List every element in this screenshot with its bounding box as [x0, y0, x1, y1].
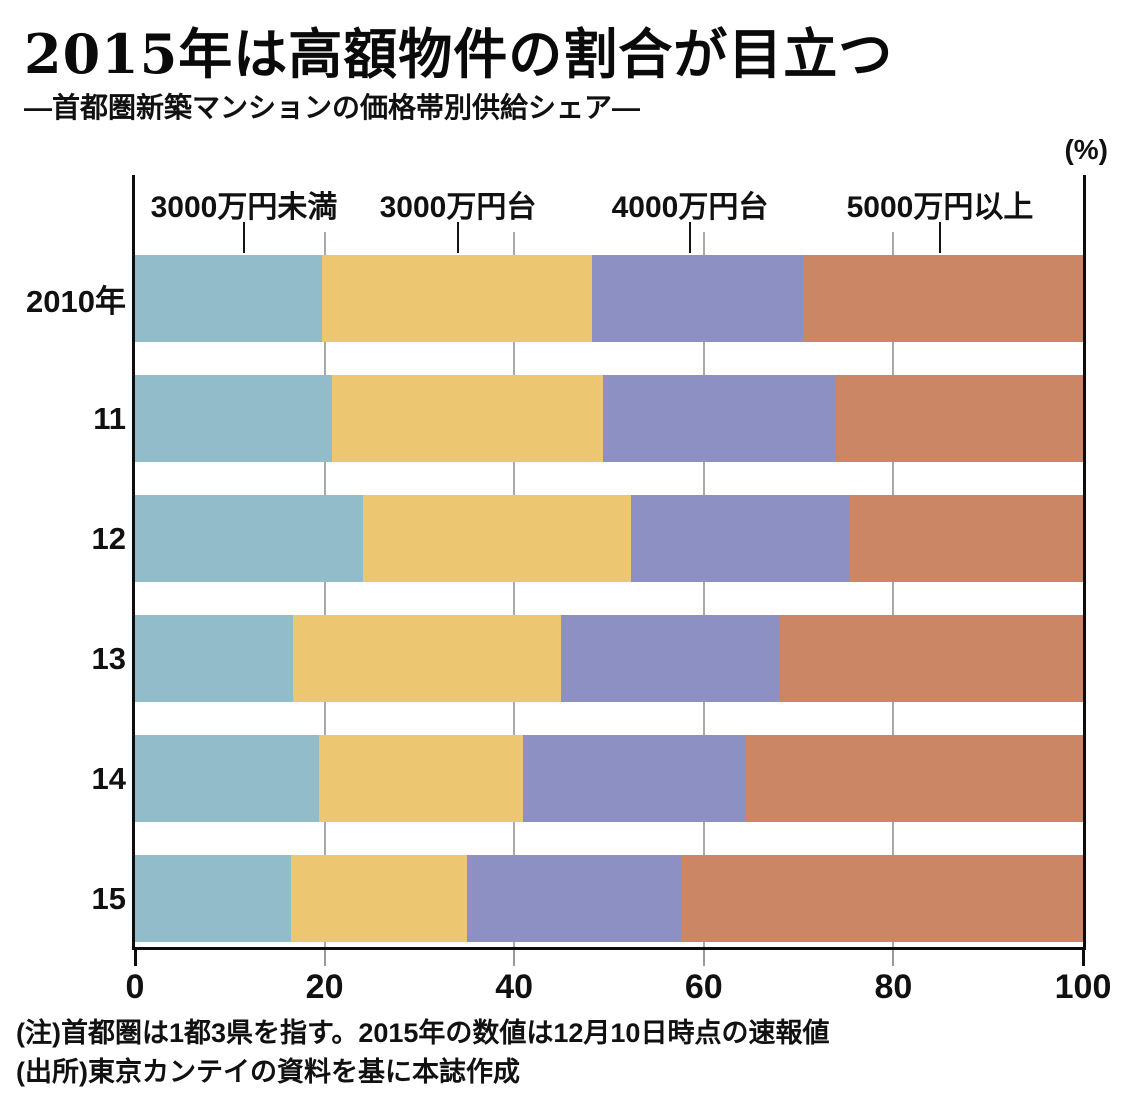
bar-segment-2010年-series0	[135, 255, 322, 342]
y-axis-label-2: 12	[91, 520, 126, 556]
x-tick-label-20: 20	[305, 968, 344, 1006]
bar-segment-13-series1	[293, 615, 561, 702]
bar-segment-14-series2	[522, 735, 745, 822]
gridline-20	[323, 232, 326, 947]
footnotes: (注)首都圏は1都3県を指す。2015年の数値は12月10日時点の速報値 (出所…	[16, 1014, 829, 1092]
gridline-60	[702, 232, 705, 947]
unit-label: (%)	[1064, 134, 1108, 165]
bar-row	[135, 375, 1083, 462]
bar-segment-13-series0	[135, 615, 294, 702]
bar-segment-14-series1	[318, 735, 523, 822]
bar-segment-15-series3	[681, 855, 1083, 942]
x-tick-40	[513, 950, 516, 966]
x-tick-label-40: 40	[495, 968, 534, 1006]
chart-subtitle: ―首都圏新築マンションの価格帯別供給シェア―	[24, 92, 641, 123]
legend-label-1: 3000万円台	[379, 191, 537, 224]
x-axis-line	[132, 947, 1086, 950]
legend-leader-line-3	[939, 222, 941, 253]
bar-segment-12-series0	[135, 495, 364, 582]
bar-segment-2010年-series1	[321, 255, 592, 342]
y-axis-label-4: 14	[91, 760, 126, 796]
y-axis-label-1: 11	[93, 400, 126, 436]
y-axis-label-5: 15	[91, 880, 126, 916]
legend-label-2: 4000万円台	[611, 191, 769, 224]
bar-segment-2010年-series3	[803, 255, 1083, 342]
x-tick-80	[892, 950, 895, 966]
bar-segment-14-series3	[744, 735, 1083, 822]
bar-segment-15-series2	[466, 855, 682, 942]
y-axis-label-3: 13	[91, 640, 126, 676]
legend-leader-line-0	[243, 222, 245, 253]
x-tick-label-0: 0	[125, 968, 145, 1006]
bar-row	[135, 735, 1083, 822]
y-axis-line-left	[132, 175, 135, 947]
x-tick-label-100: 100	[1054, 968, 1112, 1006]
gridline-80	[892, 232, 895, 947]
bar-row	[135, 615, 1083, 702]
bar-segment-11-series1	[332, 375, 604, 462]
bar-segment-15-series0	[135, 855, 292, 942]
y-axis-line-right	[1083, 175, 1086, 947]
bar-segment-11-series2	[603, 375, 836, 462]
note-line: (注)首都圏は1都3県を指す。2015年の数値は12月10日時点の速報値	[16, 1018, 830, 1048]
chart-title: 2015年は高額物件の割合が目立つ	[24, 22, 894, 86]
bar-segment-11-series0	[135, 375, 333, 462]
bar-segment-11-series3	[835, 375, 1083, 462]
bar-row	[135, 255, 1083, 342]
bar-segment-13-series3	[779, 615, 1083, 702]
bar-row	[135, 495, 1083, 582]
legend-leader-line-2	[689, 222, 691, 253]
x-tick-60	[702, 950, 705, 966]
bar-row	[135, 855, 1083, 942]
bar-segment-12-series1	[363, 495, 631, 582]
legend-leader-line-1	[457, 222, 459, 253]
x-tick-20	[323, 950, 326, 966]
y-axis-label-0: 2010年	[26, 284, 126, 319]
bar-segment-2010年-series2	[591, 255, 804, 342]
source-line: (出所)東京カンテイの資料を基に本誌作成	[16, 1057, 520, 1087]
bar-segment-15-series1	[291, 855, 467, 942]
x-tick-0	[134, 950, 137, 966]
x-tick-label-60: 60	[684, 968, 723, 1006]
x-tick-label-80: 80	[874, 968, 913, 1006]
bar-segment-14-series0	[135, 735, 319, 822]
gridline-40	[513, 232, 516, 947]
bar-segment-12-series3	[849, 495, 1083, 582]
legend-label-3: 5000万円以上	[846, 191, 1034, 224]
x-tick-100	[1082, 950, 1085, 966]
bar-segment-13-series2	[560, 615, 780, 702]
legend-label-0: 3000万円未満	[150, 191, 338, 224]
bar-segment-12-series2	[630, 495, 850, 582]
